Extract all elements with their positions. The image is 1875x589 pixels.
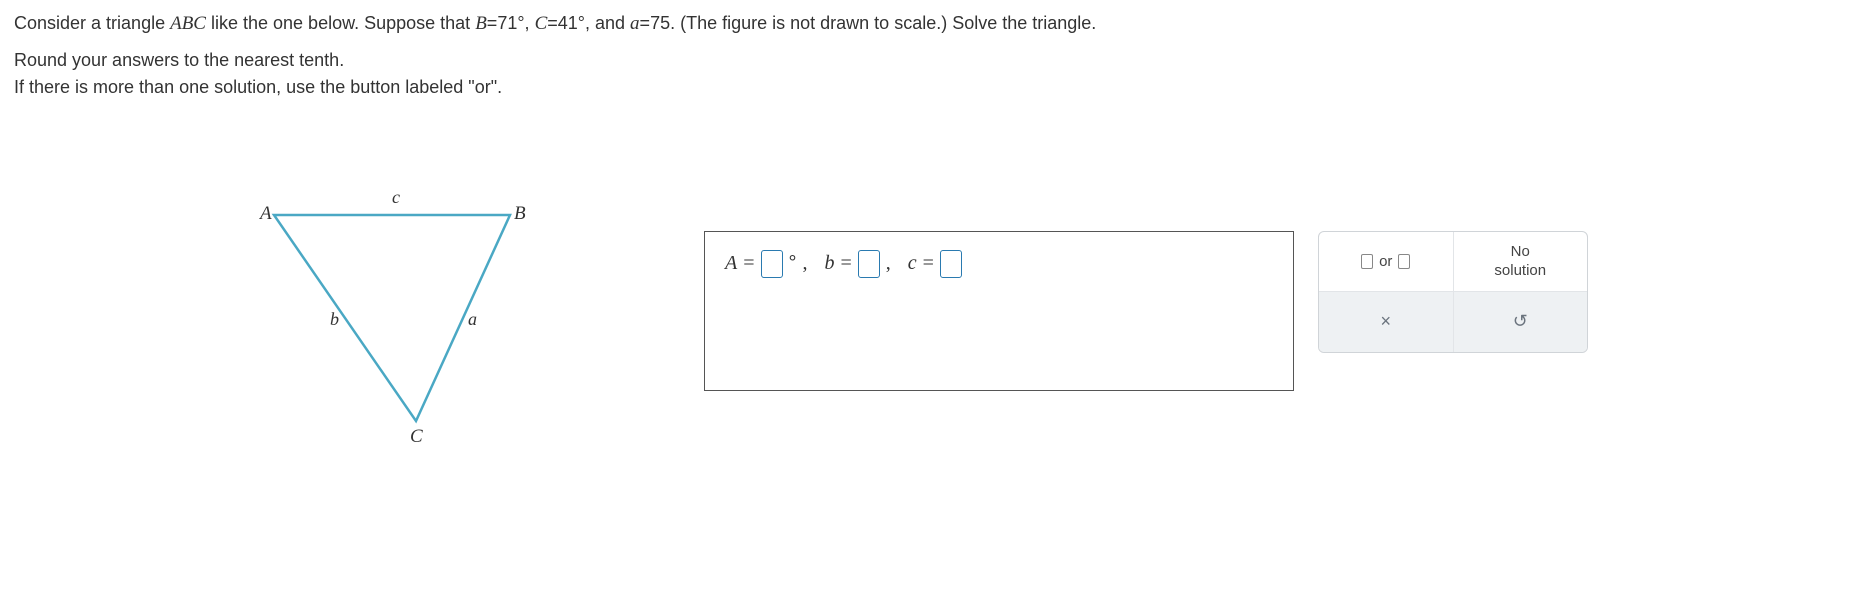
answer-c-label: c [908, 252, 917, 275]
problem-statement: Consider a triangle ABC like the one bel… [14, 10, 1861, 39]
vertex-label-c: C [410, 426, 423, 448]
tool-panel: or No solution × ↺ [1318, 231, 1588, 353]
vertex-label-b: B [514, 203, 526, 225]
clear-button[interactable]: × [1319, 292, 1453, 352]
or-right-box [1398, 254, 1410, 269]
undo-icon: ↺ [1513, 311, 1528, 332]
side-label-b: b [330, 309, 339, 330]
vertex-label-a: A [260, 203, 272, 225]
triangle-figure: A B C c b a [14, 141, 704, 461]
answer-box: A = °, b = , c = [704, 231, 1294, 391]
or-button[interactable]: or [1319, 232, 1453, 292]
instruction-line-1: Round your answers to the nearest tenth. [14, 47, 1861, 74]
answer-A-label: A [725, 252, 737, 275]
input-angle-a[interactable] [761, 250, 783, 278]
side-label-a: a [468, 309, 477, 330]
instruction-line-2: If there is more than one solution, use … [14, 74, 1861, 101]
or-label: or [1379, 253, 1392, 270]
undo-button[interactable]: ↺ [1453, 292, 1588, 352]
triangle-svg [264, 201, 544, 441]
input-side-c[interactable] [940, 250, 962, 278]
close-icon: × [1380, 311, 1391, 332]
input-side-b[interactable] [858, 250, 880, 278]
answer-b-label: b [825, 252, 835, 275]
instructions: Round your answers to the nearest tenth.… [14, 47, 1861, 101]
or-left-box [1361, 254, 1373, 269]
no-solution-button[interactable]: No solution [1453, 232, 1588, 292]
side-label-c: c [392, 187, 400, 208]
